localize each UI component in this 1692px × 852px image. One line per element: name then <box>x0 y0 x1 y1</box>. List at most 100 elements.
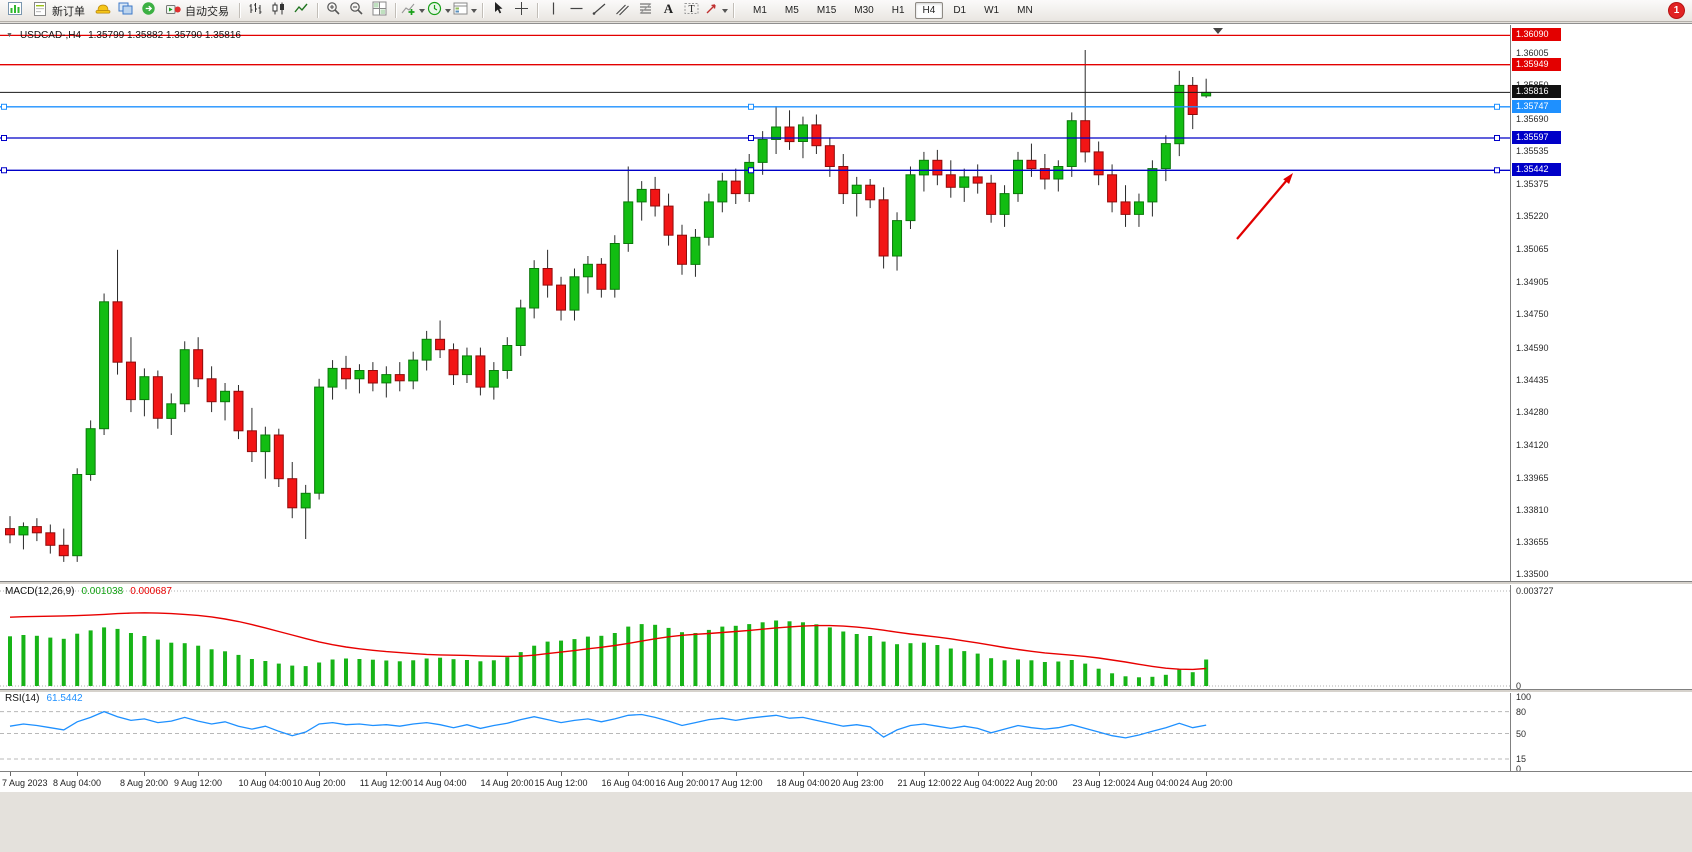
price-label: 1.35220 <box>1516 211 1549 221</box>
candle-up <box>166 403 177 419</box>
templates-button[interactable] <box>453 1 477 20</box>
candle-down <box>394 374 405 382</box>
candle-down <box>112 301 123 363</box>
rsi-panel[interactable] <box>0 691 1510 771</box>
line-handle[interactable] <box>1 103 7 110</box>
timeframe-M1[interactable]: M1 <box>753 5 767 16</box>
price-label: 1.35535 <box>1516 146 1549 156</box>
line-handle[interactable] <box>1494 103 1500 110</box>
toolbar-separator <box>537 3 538 18</box>
periods-button[interactable] <box>427 1 451 20</box>
macd-panel[interactable] <box>0 583 1510 689</box>
line-handle[interactable] <box>748 103 754 110</box>
time-label: 9 Aug 12:00 <box>173 778 223 788</box>
timeframe-D1[interactable]: D1 <box>953 5 967 16</box>
candlestick-mode-button[interactable] <box>268 1 289 20</box>
annotation-arrow[interactable] <box>1236 179 1288 240</box>
metaeditor-button[interactable] <box>92 1 113 20</box>
zoom-out-button[interactable] <box>346 1 367 20</box>
panel-divider[interactable] <box>0 581 1692 585</box>
macd-bar <box>881 641 886 686</box>
candle-down <box>1080 120 1091 153</box>
line-handle[interactable] <box>748 167 754 174</box>
macd-bar <box>572 639 577 686</box>
candle-up <box>85 428 96 476</box>
candle-down <box>811 124 822 147</box>
dropdown-caret-icon <box>419 8 425 13</box>
candle-down <box>1120 201 1131 215</box>
price-level-badge[interactable]: 1.35597 <box>1512 131 1561 144</box>
timeframe-H1[interactable]: H1 <box>891 5 905 16</box>
price-level-badge[interactable]: 1.36090 <box>1512 28 1561 41</box>
time-tick <box>682 772 683 776</box>
timeframe-M5[interactable]: M5 <box>784 5 799 16</box>
candle-up <box>179 349 190 405</box>
macd-bar <box>384 660 389 686</box>
macd-bar <box>975 653 980 686</box>
candle-up <box>1066 120 1077 167</box>
trendline-tool-button[interactable] <box>589 1 610 20</box>
new-chart-button[interactable] <box>5 1 26 20</box>
notification-badge[interactable]: 1 <box>1669 3 1684 18</box>
price-axis[interactable]: 1.360051.358501.356901.355351.353751.352… <box>1510 25 1692 774</box>
horizontal-line-tool-button[interactable] <box>566 1 587 20</box>
time-axis[interactable]: 7 Aug 2023 8 Aug 04:00 8 Aug 20:00 9 Aug 12… <box>0 771 1692 792</box>
arrow-tool-icon <box>704 1 719 21</box>
autotrading-button[interactable]: 自动交易 <box>161 1 234 20</box>
vertical-line-tool-button[interactable] <box>543 1 564 20</box>
line-handle[interactable] <box>1494 167 1500 174</box>
macd-bar <box>895 644 900 686</box>
candle-down <box>945 174 956 188</box>
crosshair-tool-button[interactable] <box>511 1 532 20</box>
text-tool-button[interactable]: A <box>658 1 679 20</box>
line-handle[interactable] <box>1 167 7 174</box>
text-label-icon: T <box>684 1 699 21</box>
channel-tool-button[interactable] <box>612 1 633 20</box>
annotation-arrowhead[interactable] <box>1283 173 1293 184</box>
macd-bar <box>868 636 873 686</box>
indicators-button[interactable] <box>401 1 425 20</box>
timeframe-M15[interactable]: M15 <box>816 5 837 16</box>
price-level-badge[interactable]: 1.35949 <box>1512 58 1561 71</box>
fibonacci-tool-button[interactable] <box>635 1 656 20</box>
candle-up <box>461 355 472 376</box>
timeframe-MN[interactable]: MN <box>1017 5 1033 16</box>
community-button[interactable] <box>138 1 159 20</box>
macd-bar <box>1177 669 1182 686</box>
time-label: 8 Aug 20:00 <box>119 778 169 788</box>
timeframe-M30[interactable]: M30 <box>854 5 874 16</box>
line-handle[interactable] <box>1494 135 1500 142</box>
new-order-button[interactable]: 新订单 <box>28 1 90 20</box>
line-handle[interactable] <box>748 135 754 142</box>
rsi-value: 61.5442 <box>46 693 83 704</box>
price-chart[interactable] <box>0 25 1510 581</box>
zoom-in-button[interactable] <box>323 1 344 20</box>
line-chart-mode-button[interactable] <box>291 1 312 20</box>
macd-bar <box>1069 660 1074 686</box>
bar-chart-mode-button[interactable] <box>245 1 266 20</box>
price-level-badge[interactable]: 1.35747 <box>1512 100 1561 113</box>
market-watch-button[interactable] <box>115 1 136 20</box>
price-level-badge[interactable]: 1.35442 <box>1512 163 1561 176</box>
label-tool-button[interactable]: T <box>681 1 702 20</box>
macd-bar <box>733 625 738 686</box>
clock-icon <box>427 1 442 21</box>
tile-windows-button[interactable] <box>369 1 390 20</box>
timeframe-H4[interactable]: H4 <box>914 2 944 19</box>
candle-down <box>1107 174 1118 203</box>
candle-down <box>838 166 849 195</box>
time-tick <box>1152 772 1153 776</box>
time-label: 14 Aug 04:00 <box>413 778 467 788</box>
line-handle[interactable] <box>1 135 7 142</box>
time-label: 21 Aug 12:00 <box>897 778 951 788</box>
macd-bar <box>491 660 496 686</box>
new-order-label: 新订单 <box>52 5 85 18</box>
cursor-tool-button[interactable] <box>488 1 509 20</box>
arrows-tool-button[interactable] <box>704 1 728 20</box>
macd-bar <box>505 657 510 686</box>
rsi-axis-label: 15 <box>1516 754 1527 765</box>
chart-shift-marker[interactable] <box>1213 28 1223 34</box>
ohlc-collapse-icon[interactable]: ▼ <box>6 32 13 39</box>
timeframe-W1[interactable]: W1 <box>984 5 1000 16</box>
panel-divider[interactable] <box>0 689 1692 693</box>
